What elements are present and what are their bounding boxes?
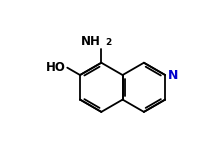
Text: NH: NH bbox=[81, 35, 100, 48]
Text: 2: 2 bbox=[105, 38, 111, 47]
Text: N: N bbox=[168, 69, 178, 82]
Text: HO: HO bbox=[45, 61, 65, 74]
